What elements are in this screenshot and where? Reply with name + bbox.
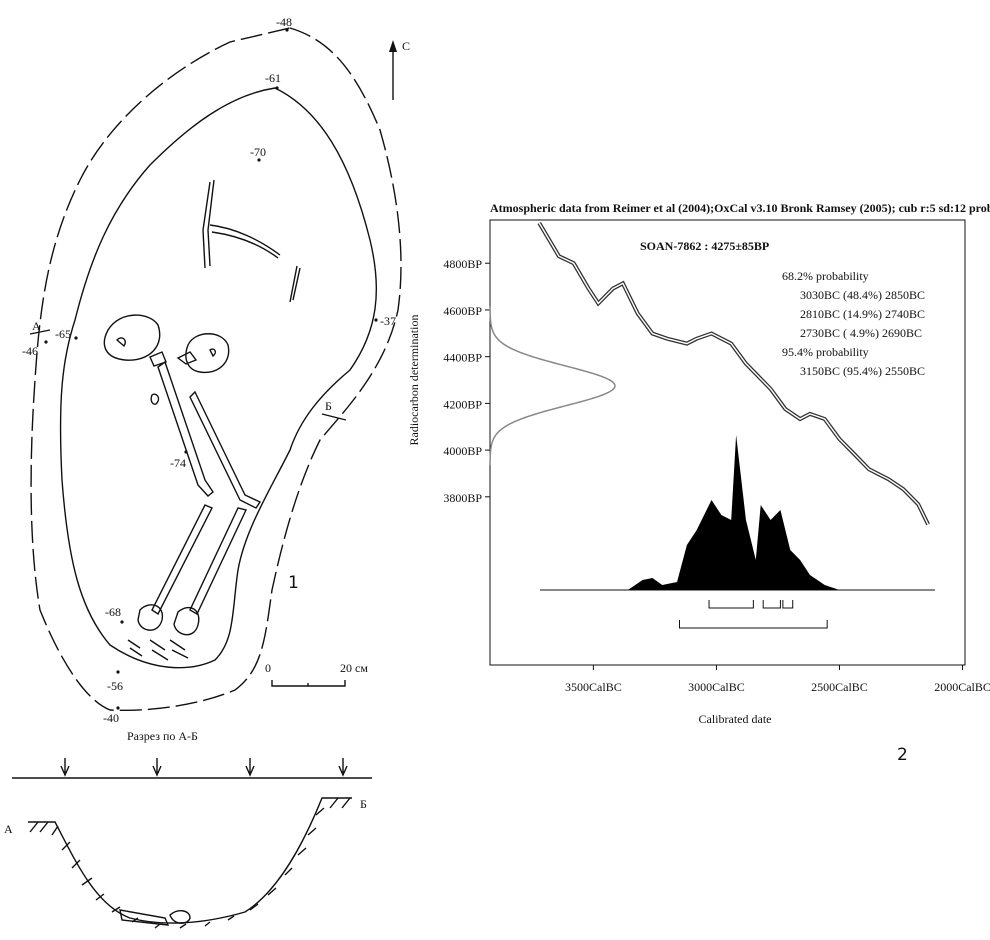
pit-profile — [28, 797, 352, 924]
section-line — [29, 329, 51, 335]
elevation: -46 — [22, 344, 38, 358]
caption: Atmospheric data from Reimer et al (2004… — [490, 201, 990, 215]
north-arrow-head — [389, 40, 397, 52]
range-bracket — [679, 620, 828, 629]
bones-in-section — [119, 909, 191, 926]
y-tick-label: 4000BP — [443, 444, 482, 458]
scale-label: 20 см — [340, 661, 368, 675]
range-interval: 3030BC (48.4%) 2850BC — [800, 288, 925, 302]
section-title: Разрез по А-Б — [127, 729, 198, 743]
x-axis-title: Calibrated date — [699, 712, 772, 726]
calibrated-distribution — [627, 435, 840, 590]
elevation: -74 — [170, 456, 186, 470]
y-axis-title: Radiocarbon determination — [407, 315, 421, 446]
ground-arrows — [60, 758, 348, 777]
elevation: -61 — [265, 71, 281, 85]
measurement-distribution — [489, 306, 616, 466]
section-line — [321, 413, 347, 421]
x-tick-label: 2000CalBC — [934, 680, 990, 694]
scale-bar — [271, 680, 346, 687]
range-heading: 95.4% probability — [782, 345, 869, 359]
range-interval: 2730BC ( 4.9%) 2690BC — [800, 326, 922, 340]
elevation: -65 — [55, 327, 71, 341]
section-mark-b: Б — [325, 399, 332, 413]
section-left: А — [4, 822, 13, 836]
y-tick-label: 4600BP — [443, 304, 482, 318]
x-tick-label: 3500CalBC — [565, 680, 622, 694]
section-right: Б — [360, 797, 367, 811]
range-bracket — [708, 600, 754, 609]
section-mark-a: А — [32, 319, 41, 333]
range-heading: 68.2% probability — [782, 269, 869, 283]
y-tick-label: 4800BP — [443, 257, 482, 271]
range-interval: 3150BC (95.4%) 2550BC — [800, 364, 925, 378]
panel-label: 1 — [288, 573, 299, 593]
plot-frame — [489, 219, 966, 666]
elevation-points — [44, 28, 378, 710]
chart-title: SOAN-7862 : 4275±85BP — [640, 239, 769, 253]
y-tick-label: 4400BP — [443, 351, 482, 365]
outer-contour — [30, 27, 402, 712]
elevation: -37 — [380, 314, 396, 328]
y-tick-label: 3800BP — [443, 491, 482, 505]
calibration-curve-inner — [538, 222, 929, 525]
range-interval: 2810BC (14.9%) 2740BC — [800, 307, 925, 321]
north-label: С — [402, 39, 410, 53]
range-bracket — [782, 600, 794, 609]
inner-contour — [59, 87, 378, 669]
y-tick-label: 4200BP — [443, 397, 482, 411]
skeleton — [103, 179, 301, 661]
elevation: -68 — [105, 605, 121, 619]
elevation: -70 — [250, 145, 266, 159]
elevation: -56 — [107, 679, 123, 693]
scale-zero: 0 — [265, 661, 271, 675]
elevation: -40 — [103, 711, 119, 725]
panel-label: 2 — [897, 745, 908, 765]
section: Разрез по А-Б А Б — [4, 729, 372, 929]
grave-plan: С -48 -61 -70 -65 -46 -37 -74 -68 -56 -4… — [22, 15, 410, 725]
x-tick-label: 3000CalBC — [688, 680, 745, 694]
hatching — [29, 797, 351, 929]
range-bracket — [762, 600, 781, 609]
x-tick-label: 2500CalBC — [811, 680, 868, 694]
elevation: -48 — [276, 15, 292, 29]
